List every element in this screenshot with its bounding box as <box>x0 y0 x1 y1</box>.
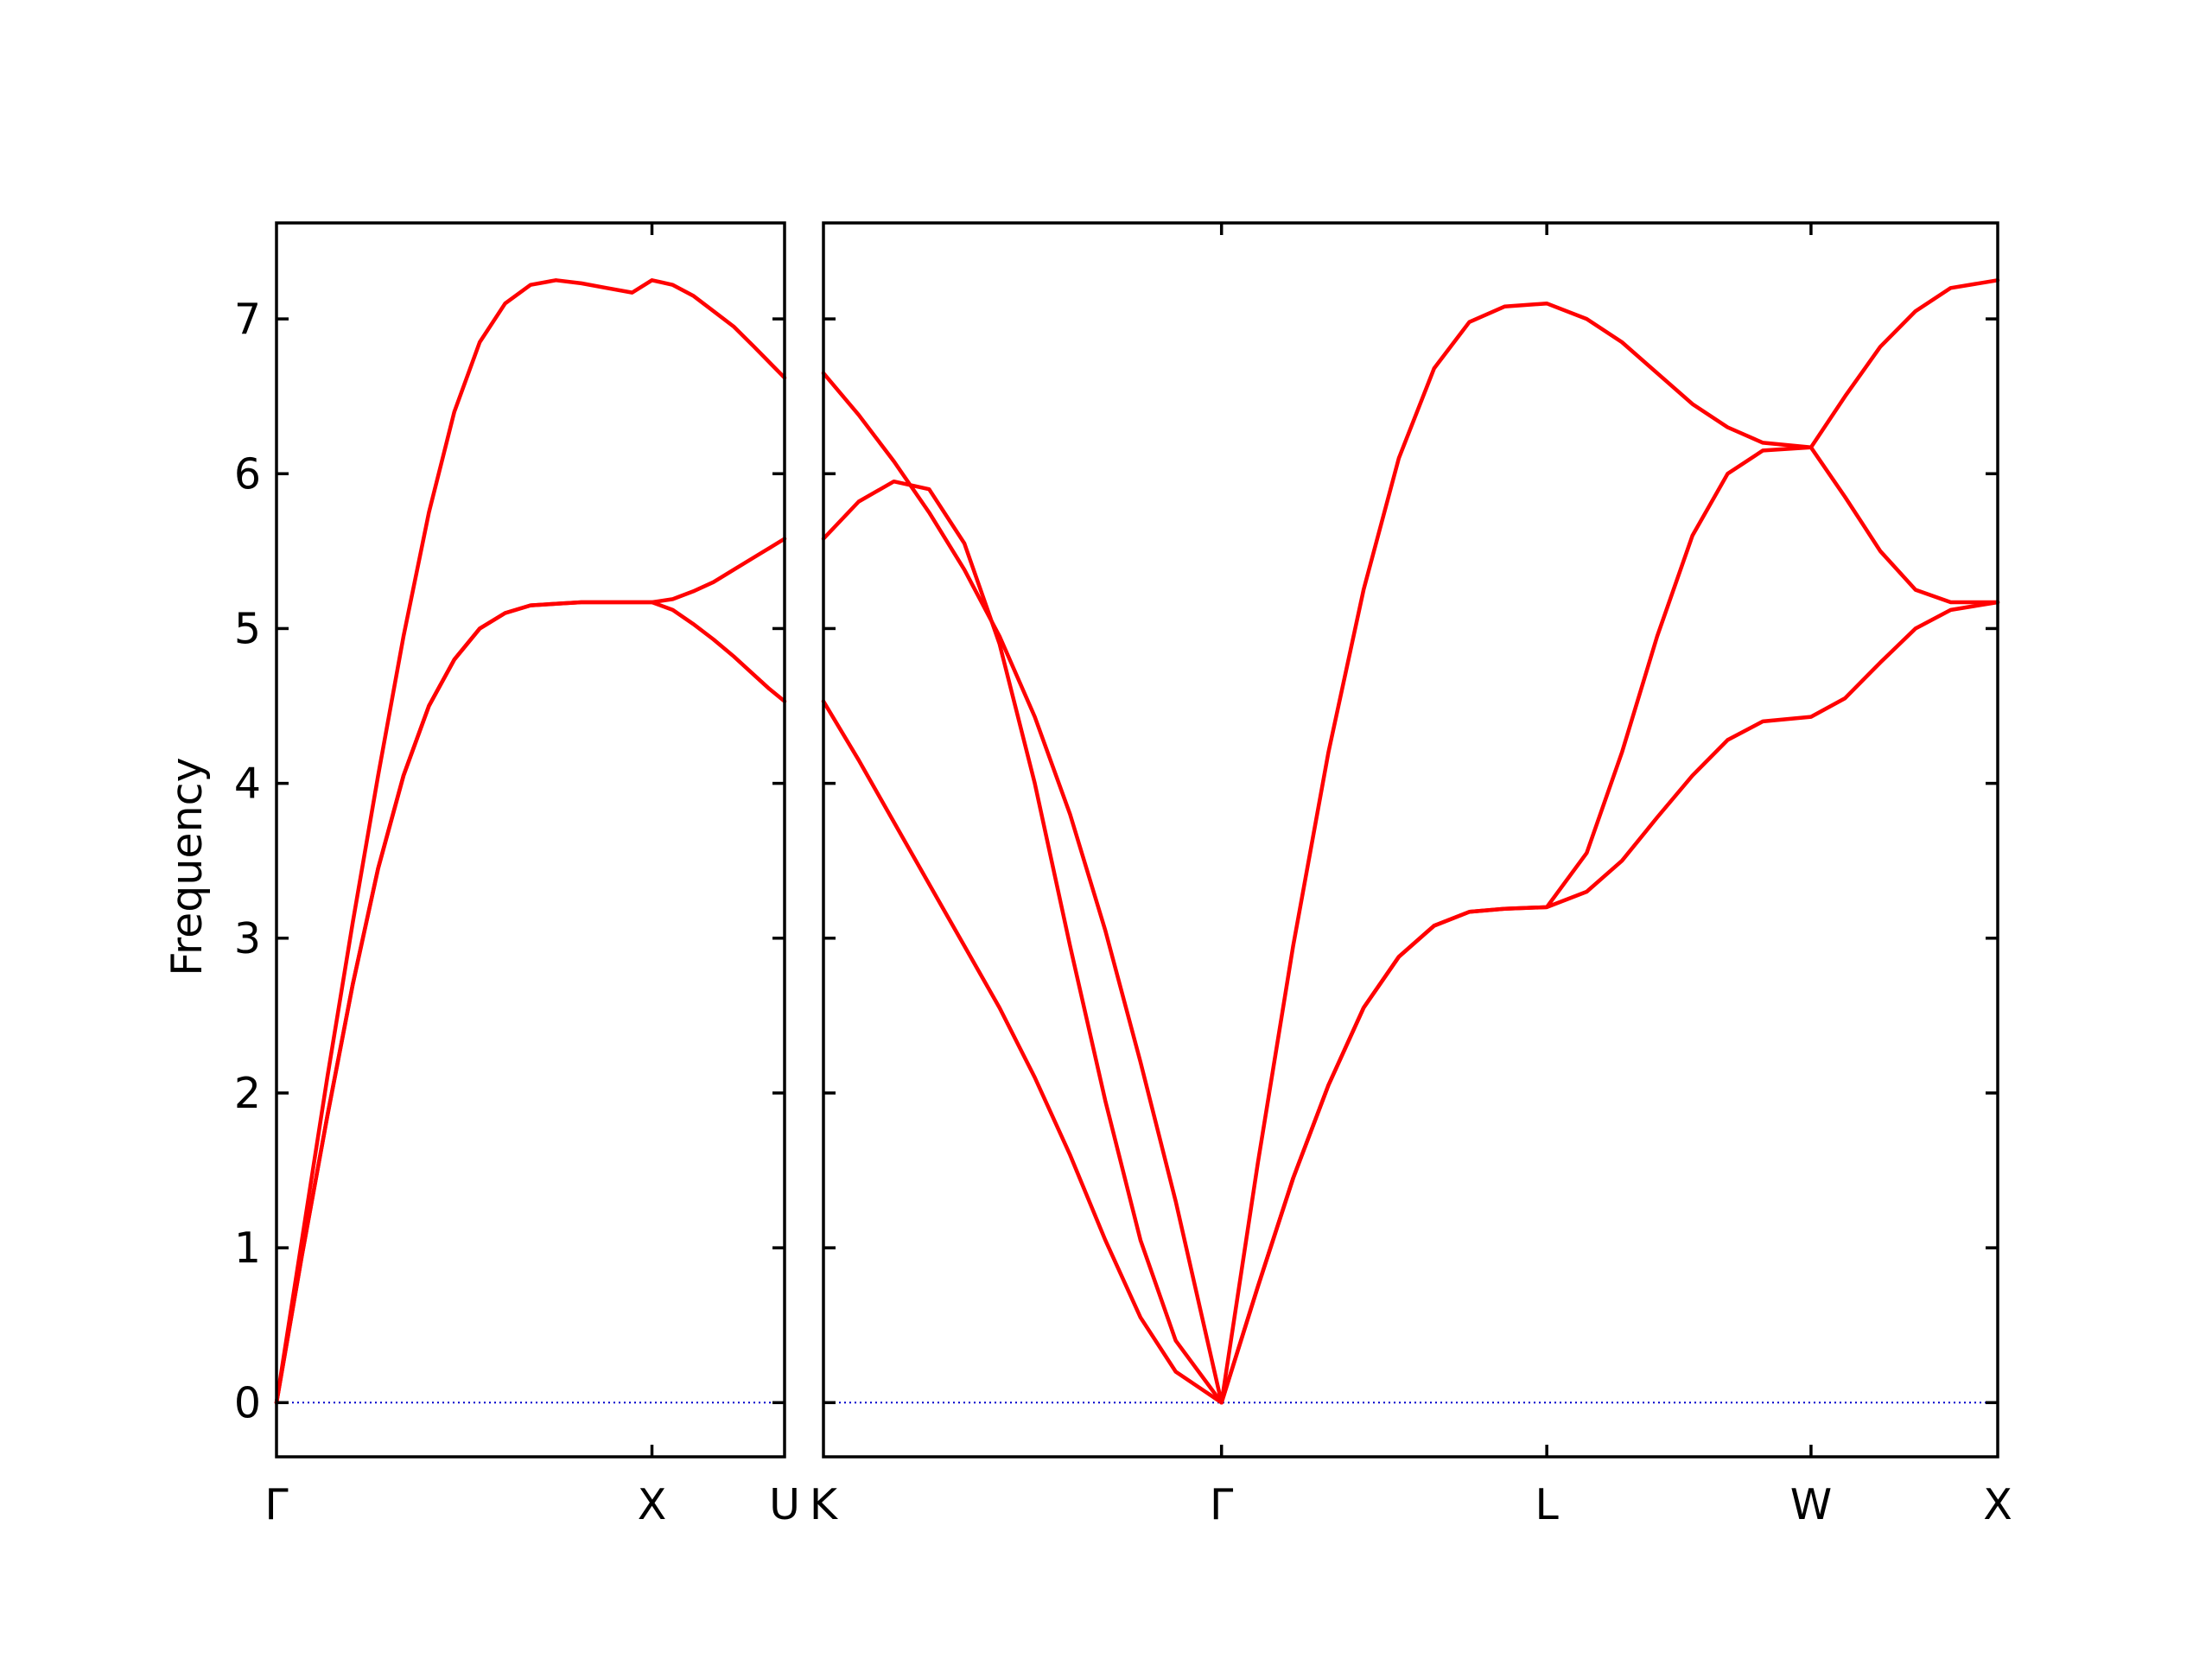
y-tick-label: 1 <box>234 1224 261 1273</box>
band-1 <box>821 278 2000 1405</box>
panel-gamma-x-u: 0 1 2 3 4 5 6 7 Γ X U <box>234 221 800 1529</box>
y-tick-label: 7 <box>234 295 261 344</box>
plot-frame <box>822 221 1999 1459</box>
y-tick-label: 6 <box>234 449 261 499</box>
plot-frame <box>275 221 786 1459</box>
x-tick-label: Γ <box>1210 1480 1234 1529</box>
y-axis-title: Frequency <box>162 757 212 976</box>
x-tick-label: K <box>810 1480 839 1529</box>
y-tick-label: 5 <box>234 604 261 653</box>
band-3 <box>821 600 2000 1405</box>
x-tick-label: X <box>638 1480 667 1529</box>
y-tick-label: 4 <box>234 760 261 809</box>
x-tick-label: L <box>1535 1480 1559 1529</box>
x-tick-label: X <box>1983 1480 2012 1529</box>
band-1 <box>274 278 787 1405</box>
x-tick-label: Γ <box>264 1480 289 1529</box>
band-2 <box>274 537 787 1405</box>
y-tick-label: 3 <box>234 914 261 963</box>
y-tick-label: 0 <box>234 1378 261 1427</box>
band-2 <box>821 445 2000 1405</box>
x-tick-label: U <box>769 1480 800 1529</box>
band-3 <box>274 600 787 1405</box>
y-tick-label: 2 <box>234 1069 261 1118</box>
x-tick-label: W <box>1790 1480 1832 1529</box>
